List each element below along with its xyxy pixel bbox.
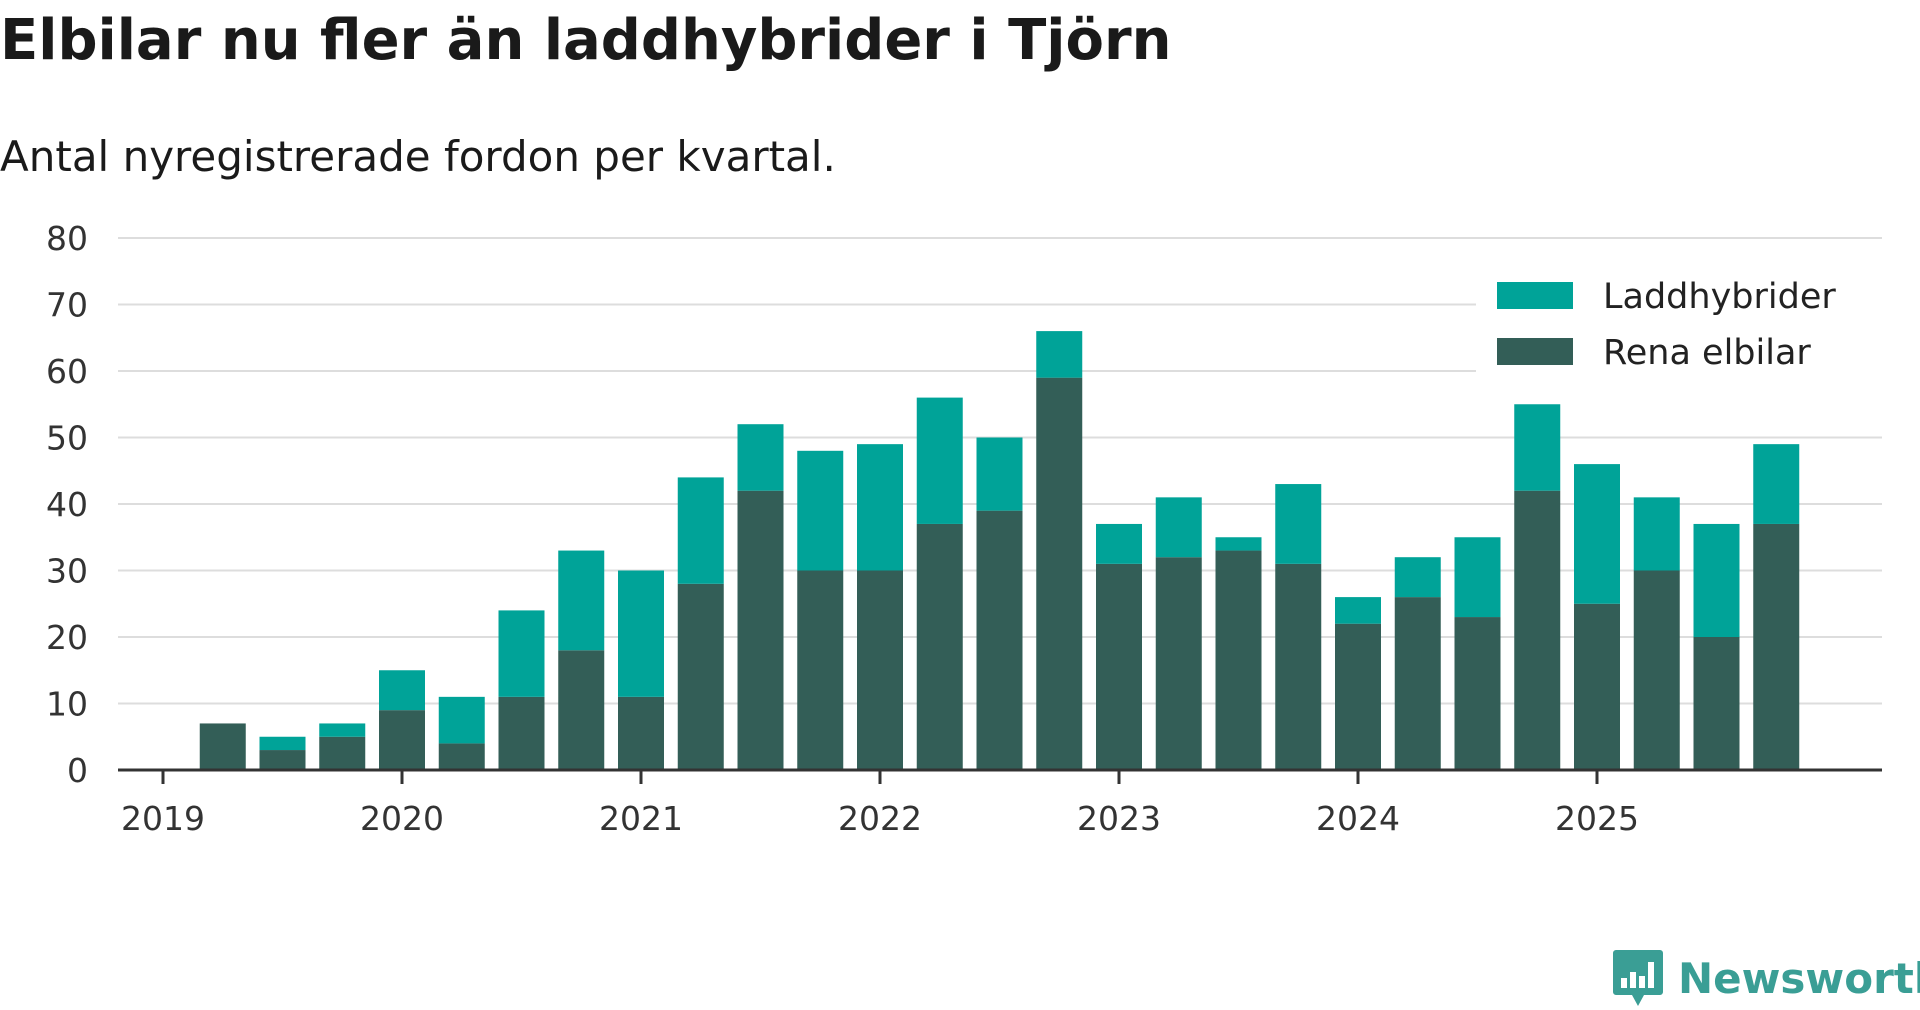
y-tick-label: 20 — [46, 618, 88, 657]
bar-laddhybrider — [1454, 537, 1501, 618]
bar-rena-elbilar — [259, 750, 306, 770]
bar-rena-elbilar — [1514, 490, 1561, 770]
bar-laddhybrider — [857, 444, 903, 571]
bar-rena-elbilar — [1096, 563, 1142, 770]
bar-rena-elbilar — [1394, 597, 1441, 770]
x-tick-label: 2022 — [838, 799, 922, 838]
bar-laddhybrider — [1753, 444, 1800, 524]
bar-rena-elbilar — [498, 696, 545, 770]
legend-swatch — [1497, 338, 1573, 365]
bar-rena-elbilar — [1335, 623, 1381, 770]
x-tick-label: 2023 — [1077, 799, 1161, 838]
bar-rena-elbilar — [1215, 550, 1262, 770]
bar-rena-elbilar — [677, 583, 724, 770]
bar-laddhybrider — [379, 670, 425, 711]
bar-laddhybrider — [916, 397, 963, 524]
brand-name: Newsworthy — [1678, 953, 1920, 1003]
bar-laddhybrider — [1215, 537, 1262, 551]
bar-rena-elbilar — [1574, 603, 1620, 770]
y-tick-label: 30 — [46, 552, 88, 591]
bar-laddhybrider — [677, 477, 724, 584]
chart-title: Elbilar nu fler än laddhybrider i Tjörn — [0, 8, 1172, 73]
legend-label: Rena elbilar — [1603, 333, 1811, 373]
bar-laddhybrider — [558, 550, 605, 651]
y-tick-label: 70 — [46, 286, 88, 325]
chart-subtitle: Antal nyregistrerade fordon per kvartal. — [0, 132, 836, 181]
y-tick-label: 10 — [46, 685, 88, 724]
x-tick-label: 2021 — [599, 799, 683, 838]
bar-laddhybrider — [1394, 557, 1441, 598]
bar-rena-elbilar — [438, 743, 485, 770]
y-tick-label: 40 — [46, 485, 88, 524]
legend-label: Laddhybrider — [1603, 277, 1836, 317]
bar-rena-elbilar — [1693, 637, 1740, 770]
bar-laddhybrider — [1275, 484, 1322, 564]
bar-laddhybrider — [976, 437, 1023, 511]
x-tick-label: 2020 — [360, 799, 444, 838]
y-tick-label: 80 — [46, 219, 88, 258]
bar-rena-elbilar — [1275, 563, 1322, 770]
x-tick-label: 2019 — [121, 799, 205, 838]
bar-rena-elbilar — [199, 723, 246, 770]
bar-laddhybrider — [1633, 497, 1680, 571]
bar-laddhybrider — [1693, 523, 1740, 637]
bar-rena-elbilar — [797, 570, 844, 770]
axes: 0 10 20 30 40 50 60 70 80 2019 2020 2021 2022 2023 202… — [46, 219, 1882, 838]
bar-rena-elbilar — [857, 570, 903, 770]
x-tick-label: 2025 — [1555, 799, 1639, 838]
bar-laddhybrider — [438, 696, 485, 744]
bar-rena-elbilar — [1753, 523, 1800, 770]
bar-rena-elbilar — [558, 650, 605, 770]
bar-laddhybrider — [319, 723, 366, 737]
bar-rena-elbilar — [737, 490, 784, 770]
x-tick-label: 2024 — [1316, 799, 1400, 838]
bar-laddhybrider — [618, 570, 664, 697]
bar-rena-elbilar — [319, 736, 366, 770]
bar-laddhybrider — [1514, 404, 1561, 491]
legend: Laddhybrider Rena elbilar — [1476, 262, 1884, 378]
newsworthy-logo: Newsworthy — [1612, 948, 1920, 1008]
bar-laddhybrider — [498, 610, 545, 697]
bar-laddhybrider — [797, 450, 844, 571]
newsworthy-icon — [1613, 950, 1663, 1006]
bar-rena-elbilar — [1155, 557, 1202, 770]
bar-rena-elbilar — [1036, 377, 1083, 770]
bar-rena-elbilar — [916, 523, 963, 770]
bar-rena-elbilar — [1454, 617, 1501, 770]
bar-laddhybrider — [1335, 597, 1381, 624]
bar-rena-elbilar — [618, 696, 664, 770]
bar-laddhybrider — [737, 424, 784, 491]
bar-laddhybrider — [1574, 464, 1620, 604]
bar-laddhybrider — [259, 736, 306, 751]
bar-laddhybrider — [1036, 331, 1083, 378]
bar-rena-elbilar — [1633, 570, 1680, 770]
bar-rena-elbilar — [976, 510, 1023, 770]
legend-swatch — [1497, 282, 1573, 309]
bar-laddhybrider — [1096, 523, 1142, 564]
y-tick-label: 60 — [46, 352, 88, 391]
y-tick-label: 0 — [67, 751, 88, 790]
bars — [199, 331, 1800, 770]
bar-rena-elbilar — [379, 710, 425, 770]
bar-laddhybrider — [1155, 497, 1202, 558]
y-tick-label: 50 — [46, 419, 88, 458]
